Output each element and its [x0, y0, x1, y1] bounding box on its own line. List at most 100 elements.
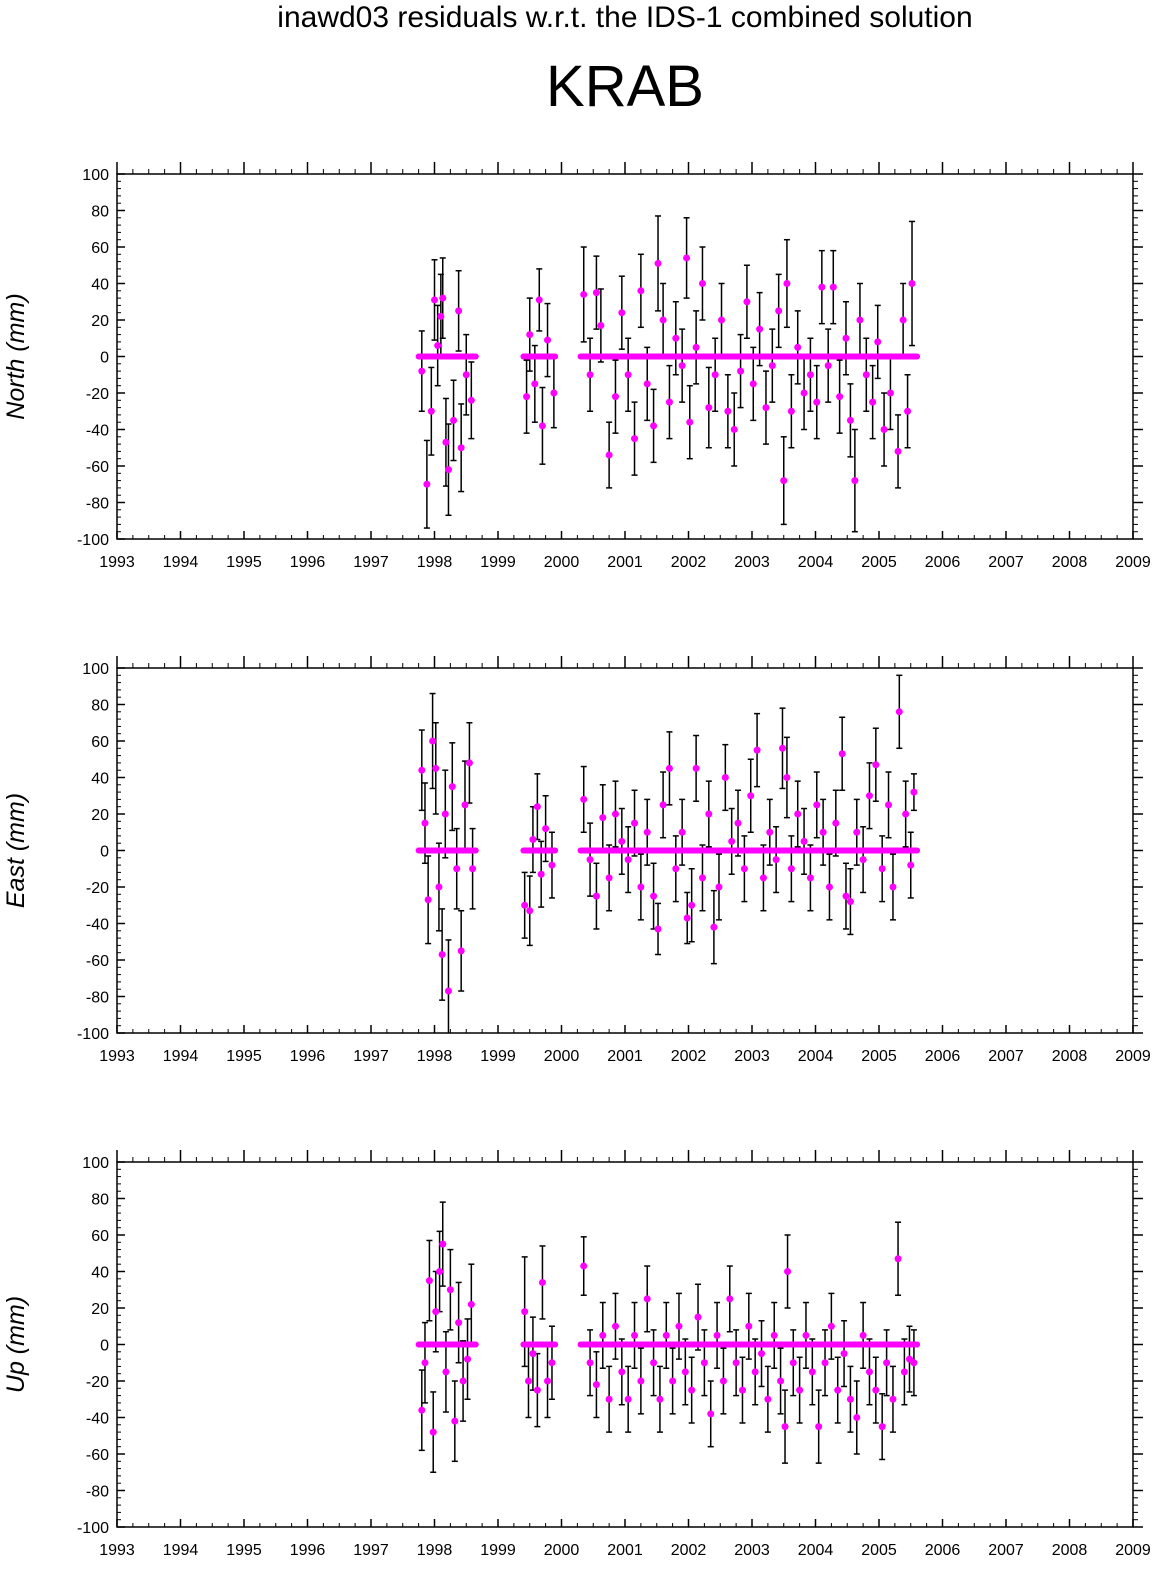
residual-point	[611, 393, 619, 401]
residual-point	[436, 1268, 444, 1275]
residual-point	[840, 1350, 848, 1358]
residual-point	[734, 819, 742, 827]
residual-point	[904, 407, 912, 415]
residual-point	[686, 418, 694, 426]
residual-point	[778, 744, 786, 752]
residual-point	[846, 416, 854, 424]
residual-point	[907, 861, 915, 869]
x-tick-label: 2007	[988, 1542, 1024, 1559]
residual-point	[542, 825, 550, 833]
residual-point	[853, 828, 861, 836]
residual-point	[787, 407, 795, 415]
residual-point	[683, 254, 691, 262]
residual-point	[872, 761, 880, 769]
y-tick-label: 100	[82, 167, 109, 184]
residual-point	[605, 451, 613, 459]
residual-point	[432, 764, 440, 772]
y-tick-label: -60	[86, 459, 109, 476]
x-tick-label: 2003	[734, 1048, 770, 1065]
residual-point	[827, 1322, 835, 1330]
residual-point	[431, 296, 438, 304]
residual-point	[724, 407, 732, 415]
residual-point	[698, 280, 706, 287]
y-tick-label: 20	[91, 1301, 109, 1318]
residual-point	[730, 426, 738, 433]
residual-point	[894, 1255, 902, 1263]
y-tick-label: 80	[91, 698, 109, 715]
y-tick-label: -40	[86, 423, 109, 440]
x-tick-label: 2005	[861, 1048, 897, 1065]
residual-point	[789, 1359, 797, 1367]
residual-point	[592, 892, 600, 900]
residual-point	[688, 901, 696, 909]
residual-point	[772, 856, 780, 864]
x-tick-label: 2000	[544, 1542, 580, 1559]
residual-point	[605, 874, 613, 882]
x-tick-label: 1996	[290, 1048, 326, 1065]
x-tick-label: 2004	[798, 1542, 834, 1559]
x-tick-label: 2006	[925, 1048, 961, 1065]
residual-point	[721, 774, 729, 781]
x-tick-label: 1999	[480, 1542, 516, 1559]
x-tick-label: 2007	[988, 554, 1024, 571]
residual-point	[544, 336, 552, 344]
x-tick-label: 2003	[734, 554, 770, 571]
residual-point	[787, 865, 795, 873]
residual-point	[597, 321, 605, 329]
x-tick-label: 2005	[861, 1542, 897, 1559]
residual-point	[838, 750, 846, 758]
y-tick-label: 0	[100, 1338, 109, 1355]
residual-point	[899, 316, 907, 324]
residual-point	[745, 1322, 753, 1330]
y-tick-label: 100	[82, 661, 109, 678]
y-tick-label: -80	[86, 990, 109, 1007]
y-tick-label: 60	[91, 734, 109, 751]
residual-point	[756, 325, 764, 333]
residual-point	[751, 1368, 759, 1376]
y-tick-label: -20	[86, 1374, 109, 1391]
residual-point	[872, 1386, 880, 1394]
residual-point	[467, 396, 475, 404]
residual-point	[783, 774, 791, 781]
residual-point	[880, 426, 888, 433]
residual-point	[434, 342, 442, 350]
residual-point	[444, 466, 452, 474]
residual-point	[698, 874, 706, 882]
residual-point	[423, 480, 431, 488]
chart-subtitle: inawd03 residuals w.r.t. the IDS-1 combi…	[277, 1, 973, 34]
residual-point	[692, 764, 700, 772]
x-tick-label: 2002	[671, 1542, 707, 1559]
residual-point	[637, 883, 645, 891]
y-axis-label: East (mm)	[2, 793, 30, 908]
residual-point	[821, 1359, 829, 1367]
residual-point	[435, 883, 443, 891]
residual-point	[728, 837, 736, 845]
residual-point	[533, 803, 541, 811]
x-tick-label: 1998	[417, 1542, 453, 1559]
residual-point	[768, 362, 776, 370]
y-tick-label: -40	[86, 917, 109, 934]
residual-point	[529, 1350, 537, 1358]
residual-point	[439, 294, 447, 302]
residual-point	[669, 1377, 677, 1385]
residual-point	[418, 367, 426, 375]
x-tick-label: 1996	[290, 1542, 326, 1559]
residual-point	[718, 316, 726, 324]
residual-point	[762, 404, 770, 412]
y-tick-label: 20	[91, 807, 109, 824]
residual-point	[592, 1381, 600, 1389]
x-tick-label: 2009	[1115, 554, 1151, 571]
residual-point	[461, 801, 469, 809]
residual-point	[683, 914, 691, 922]
residual-point	[442, 1368, 450, 1376]
y-axis-label: North (mm)	[2, 293, 30, 419]
residual-point	[710, 923, 718, 931]
residual-point	[442, 438, 450, 446]
residual-point	[533, 1386, 541, 1394]
residual-point	[726, 1295, 734, 1303]
residual-point	[688, 1386, 696, 1394]
residual-point	[605, 1395, 613, 1403]
residual-point	[427, 407, 435, 415]
residual-point	[707, 1410, 715, 1418]
